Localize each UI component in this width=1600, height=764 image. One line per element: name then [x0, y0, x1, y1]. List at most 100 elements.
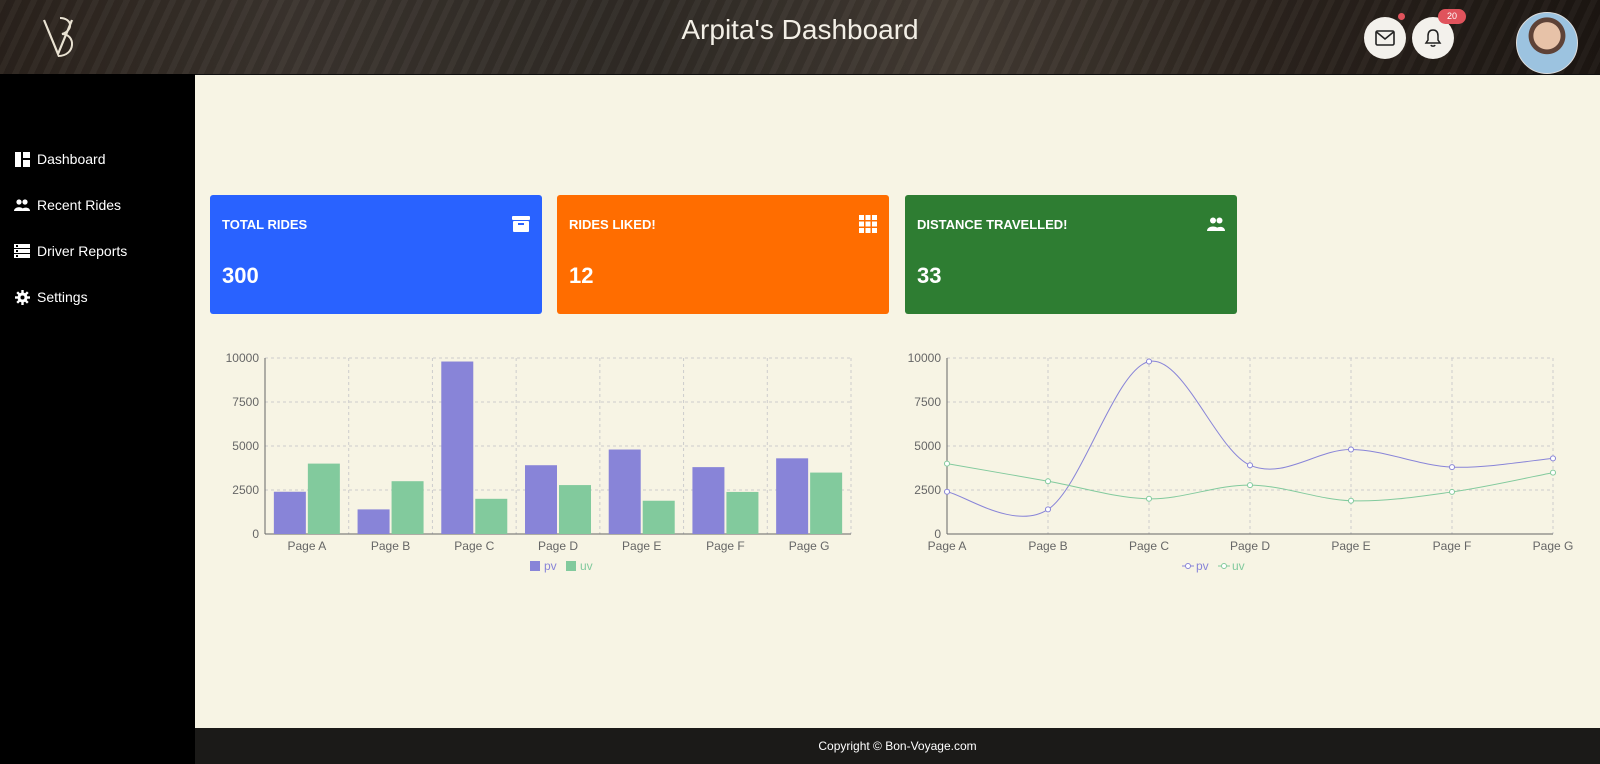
x-tick-label: Page D — [538, 539, 578, 553]
avatar[interactable] — [1516, 12, 1578, 74]
sidebar-item-settings[interactable]: Settings — [14, 286, 189, 308]
legend-marker — [530, 561, 540, 571]
legend-label: pv — [1196, 559, 1209, 573]
sidebar-item-label: Driver Reports — [37, 243, 128, 259]
point-pv — [1348, 446, 1354, 453]
y-tick-label: 5000 — [232, 439, 259, 453]
x-tick-label: Page D — [1230, 539, 1270, 553]
bar-uv — [810, 472, 843, 534]
bell-icon — [1424, 29, 1442, 47]
point-uv — [1045, 478, 1051, 485]
card-label: RIDES LIKED! — [569, 217, 656, 232]
page-title: Arpita's Dashboard — [681, 14, 919, 45]
point-uv — [1247, 482, 1253, 489]
point-uv — [944, 460, 950, 467]
x-tick-label: Page G — [789, 539, 830, 553]
people-icon — [1207, 217, 1225, 231]
point-uv — [1348, 497, 1354, 504]
bar-uv — [391, 481, 424, 534]
sidebar-item-label: Recent Rides — [37, 197, 122, 213]
point-pv — [1550, 455, 1556, 462]
sidebar: Dashboard Recent Rides Driver Reports Se… — [0, 74, 195, 764]
x-tick-label: Page G — [1533, 539, 1574, 553]
x-tick-label: Page E — [1331, 539, 1370, 553]
y-tick-label: 2500 — [232, 483, 259, 497]
people-icon — [14, 197, 30, 213]
card-label: TOTAL RIDES — [222, 217, 308, 232]
point-pv — [1449, 464, 1455, 471]
main-content: TOTAL RIDES 300 RIDES LIKED! 12 DISTANCE… — [195, 74, 1600, 728]
bar-pv — [357, 509, 390, 534]
bar-uv — [475, 498, 508, 534]
x-tick-label: Page C — [1129, 539, 1169, 553]
header-bar: Arpita's Dashboard 20 — [0, 0, 1600, 75]
bar-uv — [307, 463, 340, 534]
legend-marker — [1221, 563, 1227, 569]
bar-pv — [608, 449, 641, 534]
point-pv — [1247, 462, 1253, 469]
gear-icon — [14, 289, 30, 305]
y-tick-label: 7500 — [914, 395, 941, 409]
mail-unread-dot — [1398, 13, 1405, 20]
stat-card-rides-liked[interactable]: RIDES LIKED! 12 — [557, 195, 889, 314]
mail-icon — [1375, 30, 1395, 46]
y-tick-label: 2500 — [914, 483, 941, 497]
x-tick-label: Page B — [1028, 539, 1067, 553]
bar-pv — [441, 361, 474, 534]
stat-card-total-rides[interactable]: TOTAL RIDES 300 — [210, 195, 542, 314]
x-tick-label: Page B — [371, 539, 410, 553]
legend-marker — [566, 561, 576, 571]
logo-icon[interactable] — [38, 14, 82, 60]
card-value: 12 — [569, 263, 594, 288]
notifications-button[interactable]: 20 — [1412, 9, 1466, 59]
grid-icon — [859, 215, 877, 233]
y-tick-label: 7500 — [232, 395, 259, 409]
point-pv — [1045, 506, 1051, 513]
sidebar-item-recent-rides[interactable]: Recent Rides — [14, 194, 189, 216]
bar-chart: 0 2500 5000 7500 10000 Page A Page B Page C Page… — [226, 351, 852, 573]
stat-card-distance-travelled[interactable]: DISTANCE TRAVELLED! 33 — [905, 195, 1237, 314]
card-value: 33 — [917, 263, 942, 288]
sidebar-nav: Dashboard Recent Rides Driver Reports Se… — [14, 148, 189, 332]
archive-icon — [512, 216, 530, 232]
bar-pv — [692, 467, 725, 534]
bar-pv — [776, 458, 809, 534]
x-tick-label: Page C — [454, 539, 494, 553]
legend-label: pv — [544, 559, 557, 573]
point-uv — [1449, 488, 1455, 495]
bar-pv — [525, 465, 557, 534]
sidebar-item-label: Settings — [37, 289, 88, 305]
card-value: 300 — [222, 263, 259, 288]
sidebar-item-dashboard[interactable]: Dashboard — [14, 148, 189, 170]
legend-label: uv — [1232, 559, 1245, 573]
report-icon — [14, 243, 30, 259]
x-tick-label: Page A — [288, 539, 327, 553]
bar-uv — [559, 485, 591, 534]
sidebar-item-label: Dashboard — [37, 151, 106, 167]
y-tick-label: 5000 — [914, 439, 941, 453]
point-pv — [944, 488, 950, 495]
card-label: DISTANCE TRAVELLED! — [917, 217, 1068, 232]
x-tick-label: Page A — [928, 539, 967, 553]
mail-button[interactable] — [1364, 13, 1406, 59]
x-tick-label: Page F — [1433, 539, 1472, 553]
line-chart: 0 2500 5000 7500 10000 Page A Page B Page C Page… — [908, 351, 1574, 573]
bar-pv — [273, 491, 306, 534]
legend-marker — [1185, 563, 1191, 569]
y-tick-label: 0 — [934, 527, 941, 541]
point-pv — [1146, 358, 1152, 365]
legend-label: uv — [580, 559, 593, 573]
notification-badge: 20 — [1438, 9, 1466, 24]
sidebar-item-driver-reports[interactable]: Driver Reports — [14, 240, 189, 262]
bar-uv — [726, 491, 759, 534]
y-tick-label: 10000 — [226, 351, 260, 365]
y-tick-label: 10000 — [908, 351, 942, 365]
y-tick-label: 0 — [252, 527, 259, 541]
point-uv — [1146, 495, 1152, 502]
point-uv — [1550, 469, 1556, 476]
footer: Copyright © Bon-Voyage.com — [195, 728, 1600, 764]
dashboard-icon — [14, 151, 30, 167]
x-tick-label: Page F — [706, 539, 745, 553]
x-tick-label: Page E — [622, 539, 661, 553]
bar-uv — [642, 500, 675, 534]
